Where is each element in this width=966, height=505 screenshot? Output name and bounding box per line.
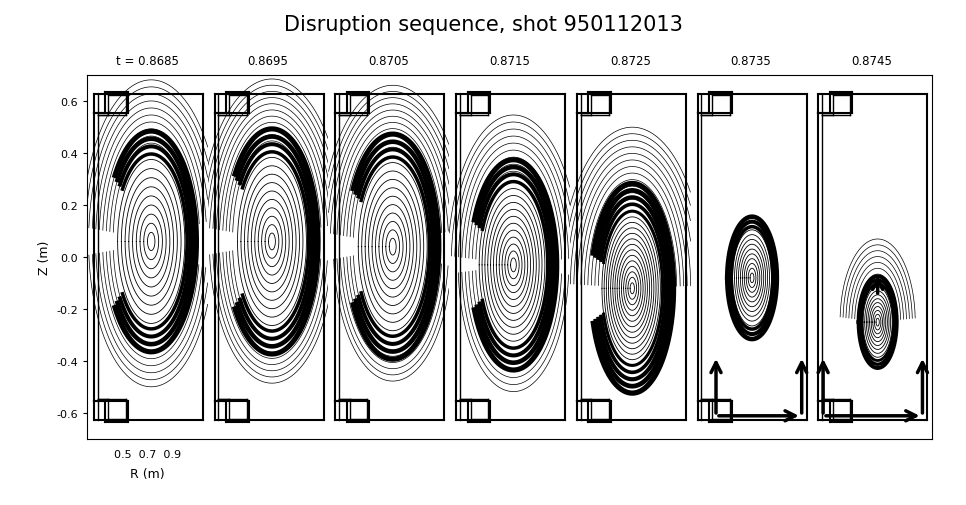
Text: 0.8745: 0.8745 <box>851 55 893 68</box>
Y-axis label: Z (m): Z (m) <box>38 240 50 275</box>
Text: 0.5  0.7  0.9: 0.5 0.7 0.9 <box>114 449 181 459</box>
Text: t = 0.8685: t = 0.8685 <box>116 55 179 68</box>
Text: R (m): R (m) <box>130 467 164 480</box>
Text: Disruption sequence, shot 950112013: Disruption sequence, shot 950112013 <box>284 15 682 35</box>
Text: 0.8725: 0.8725 <box>610 55 651 68</box>
Text: 0.8705: 0.8705 <box>368 55 410 68</box>
Text: 0.8715: 0.8715 <box>489 55 530 68</box>
Text: 0.8735: 0.8735 <box>730 55 772 68</box>
Text: 0.8695: 0.8695 <box>247 55 289 68</box>
